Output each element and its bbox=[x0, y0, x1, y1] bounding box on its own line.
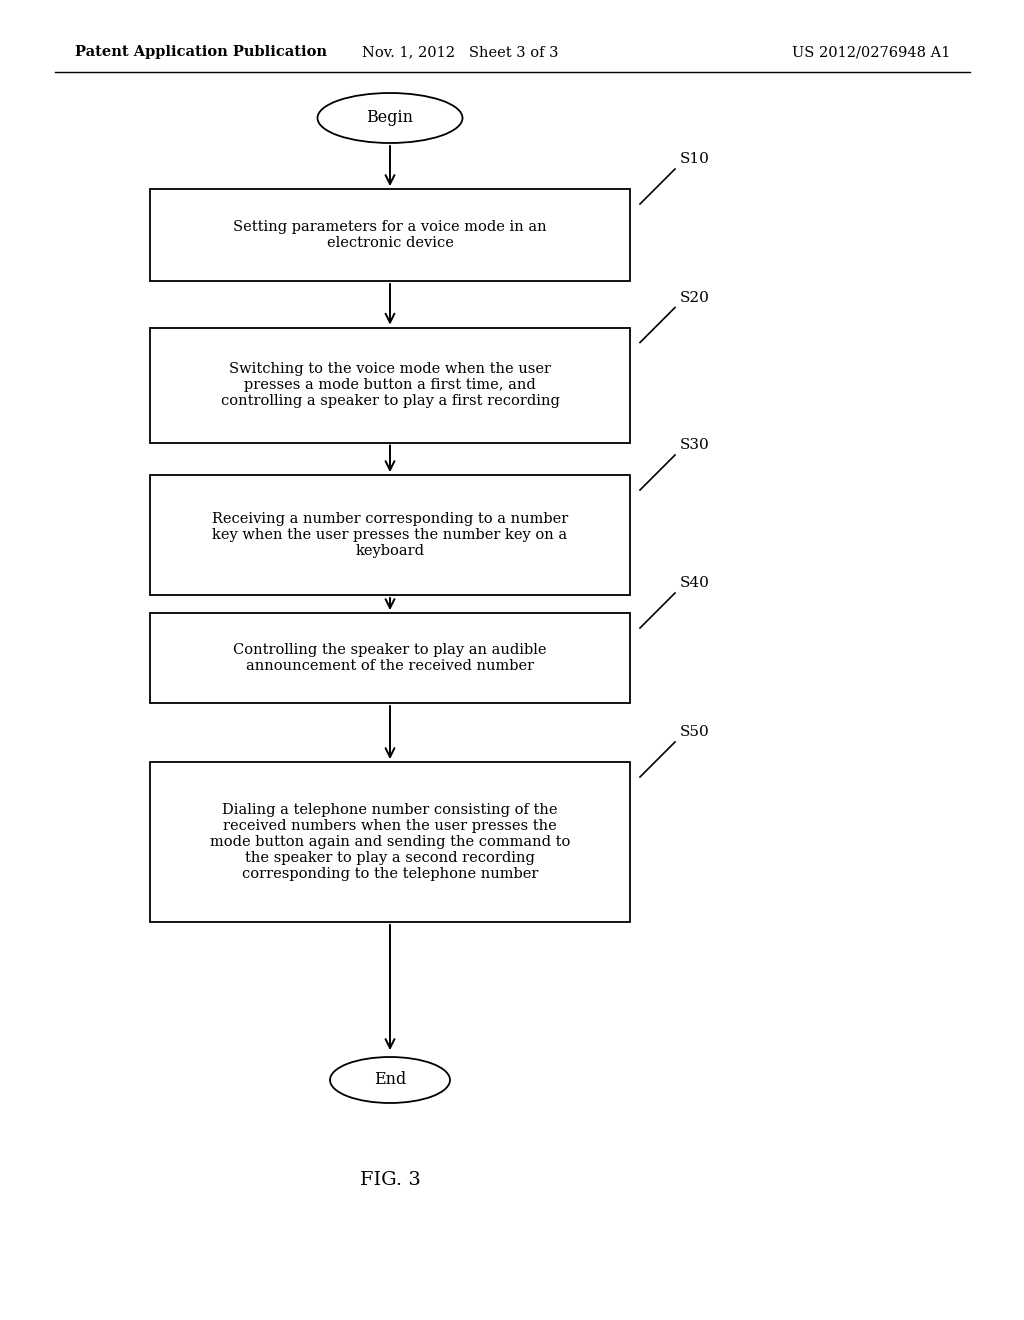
Text: Patent Application Publication: Patent Application Publication bbox=[75, 45, 327, 59]
Bar bbox=[150, 327, 630, 442]
Bar bbox=[150, 762, 630, 921]
Bar bbox=[150, 612, 630, 704]
Text: S30: S30 bbox=[680, 438, 710, 451]
Text: Controlling the speaker to play an audible
announcement of the received number: Controlling the speaker to play an audib… bbox=[233, 643, 547, 673]
Text: S20: S20 bbox=[680, 290, 710, 305]
Bar bbox=[150, 189, 630, 281]
Text: Setting parameters for a voice mode in an
electronic device: Setting parameters for a voice mode in a… bbox=[233, 220, 547, 249]
Text: Nov. 1, 2012   Sheet 3 of 3: Nov. 1, 2012 Sheet 3 of 3 bbox=[361, 45, 558, 59]
Bar bbox=[150, 475, 630, 595]
Text: End: End bbox=[374, 1072, 407, 1089]
Text: Receiving a number corresponding to a number
key when the user presses the numbe: Receiving a number corresponding to a nu… bbox=[212, 512, 568, 558]
Ellipse shape bbox=[317, 92, 463, 143]
Text: FIG. 3: FIG. 3 bbox=[359, 1171, 421, 1189]
Text: Dialing a telephone number consisting of the
received numbers when the user pres: Dialing a telephone number consisting of… bbox=[210, 803, 570, 882]
Text: S40: S40 bbox=[680, 576, 710, 590]
Text: S10: S10 bbox=[680, 152, 710, 166]
Text: Switching to the voice mode when the user
presses a mode button a first time, an: Switching to the voice mode when the use… bbox=[220, 362, 559, 408]
Text: US 2012/0276948 A1: US 2012/0276948 A1 bbox=[792, 45, 950, 59]
Text: S50: S50 bbox=[680, 725, 710, 739]
Ellipse shape bbox=[330, 1057, 450, 1104]
Text: Begin: Begin bbox=[367, 110, 414, 127]
